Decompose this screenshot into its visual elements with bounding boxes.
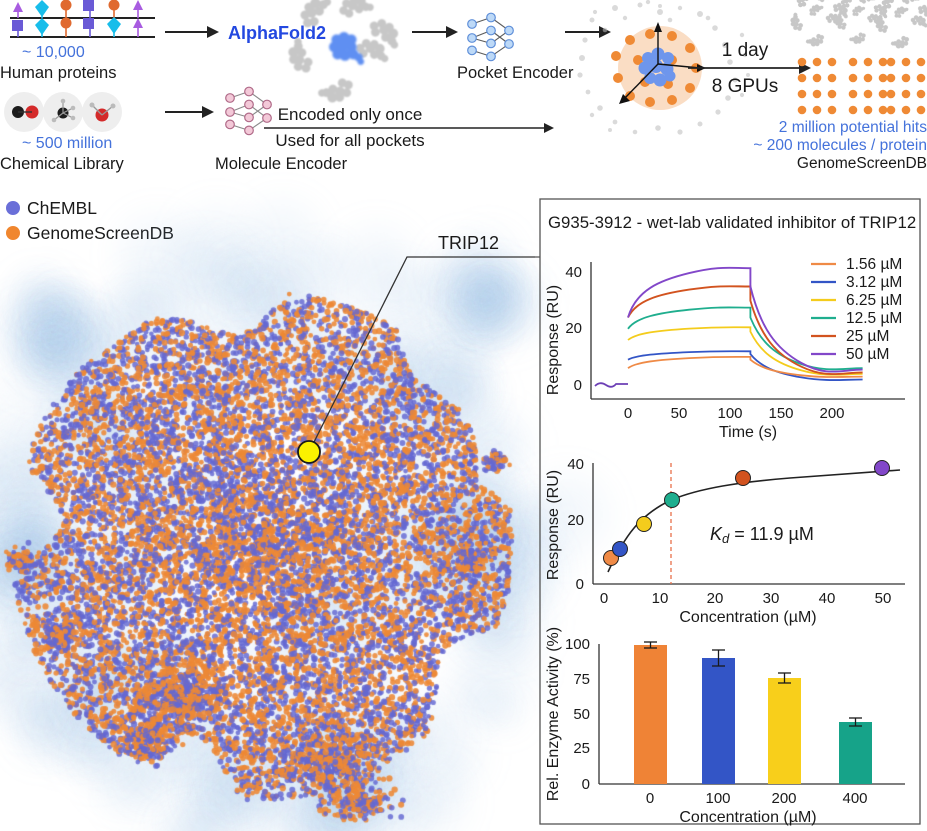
svg-text:1.56 µM: 1.56 µM: [846, 256, 902, 273]
svg-text:12.5 µM: 12.5 µM: [846, 310, 902, 327]
svg-text:200: 200: [819, 405, 844, 422]
svg-text:G935-3912 - wet-lab validated: G935-3912 - wet-lab validated inhibitor …: [548, 213, 916, 232]
svg-text:0: 0: [624, 405, 632, 422]
svg-text:50: 50: [671, 405, 688, 422]
svg-text:400: 400: [842, 790, 867, 807]
svg-text:Time (s): Time (s): [719, 424, 777, 441]
svg-text:Concentration (µM): Concentration (µM): [679, 809, 816, 826]
svg-text:200: 200: [771, 790, 796, 807]
svg-text:Kd = 11.9 µM: Kd = 11.9 µM: [710, 524, 814, 546]
svg-text:25 µM: 25 µM: [846, 328, 889, 345]
svg-text:20: 20: [707, 590, 724, 607]
svg-text:40: 40: [819, 590, 836, 607]
svg-text:Concentration (µM): Concentration (µM): [679, 609, 816, 626]
svg-text:100: 100: [705, 790, 730, 807]
svg-text:10: 10: [652, 590, 669, 607]
svg-text:Response (RU): Response (RU): [545, 285, 562, 395]
svg-text:40: 40: [565, 264, 582, 281]
svg-text:25: 25: [573, 740, 590, 757]
svg-text:0: 0: [574, 377, 582, 394]
svg-text:40: 40: [567, 456, 584, 473]
svg-text:20: 20: [565, 320, 582, 337]
svg-text:0: 0: [576, 576, 584, 593]
svg-text:100: 100: [717, 405, 742, 422]
svg-text:50: 50: [573, 706, 590, 723]
svg-text:50 µM: 50 µM: [846, 346, 889, 363]
svg-text:75: 75: [573, 671, 590, 688]
svg-text:6.25 µM: 6.25 µM: [846, 292, 902, 309]
svg-text:50: 50: [875, 590, 892, 607]
svg-text:3.12 µM: 3.12 µM: [846, 274, 902, 291]
svg-text:30: 30: [763, 590, 780, 607]
svg-text:0: 0: [646, 790, 654, 807]
svg-text:100: 100: [565, 636, 590, 653]
svg-text:150: 150: [768, 405, 793, 422]
svg-text:TRIP12: TRIP12: [438, 233, 499, 253]
svg-text:0: 0: [582, 776, 590, 793]
svg-text:20: 20: [567, 512, 584, 529]
svg-text:Rel. Enzyme Activity (%): Rel. Enzyme Activity (%): [545, 627, 562, 801]
svg-text:Response (RU): Response (RU): [545, 470, 562, 580]
svg-text:0: 0: [600, 590, 608, 607]
